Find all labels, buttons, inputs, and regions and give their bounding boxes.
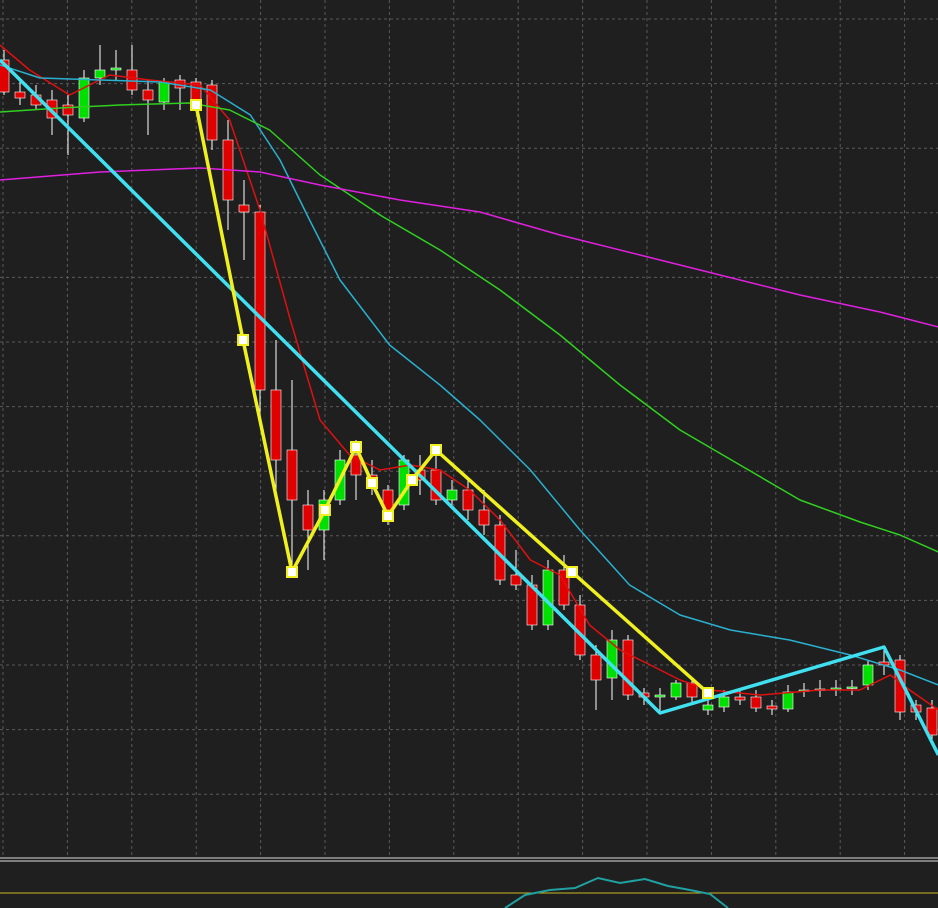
zigzag-point bbox=[190, 99, 202, 111]
zigzag-point bbox=[430, 444, 442, 456]
candle-body bbox=[686, 682, 698, 698]
candle-body bbox=[782, 691, 794, 710]
indicator-line bbox=[0, 64, 938, 686]
indicator-line bbox=[0, 58, 938, 756]
oscillator-line bbox=[504, 876, 729, 908]
candle-body bbox=[302, 504, 314, 531]
candle-body bbox=[846, 686, 858, 689]
candle-body bbox=[14, 91, 26, 99]
candle-body bbox=[670, 682, 682, 698]
zigzag-point bbox=[406, 474, 418, 486]
candle-body bbox=[558, 569, 570, 606]
zigzag-point bbox=[318, 504, 331, 516]
candle-body bbox=[590, 654, 602, 681]
candle-body bbox=[510, 574, 522, 586]
zigzag-point bbox=[566, 566, 578, 578]
candle-body bbox=[446, 489, 458, 501]
candle-body bbox=[78, 77, 90, 119]
indicator-line bbox=[0, 102, 938, 553]
candle-body bbox=[206, 84, 218, 141]
candle-body bbox=[654, 694, 666, 698]
candle-body bbox=[158, 81, 170, 103]
candle-body bbox=[62, 104, 74, 116]
candle-body bbox=[750, 696, 762, 709]
candle-body bbox=[110, 67, 122, 71]
zigzag-point bbox=[382, 510, 394, 522]
candle-body bbox=[286, 449, 298, 501]
candle-body bbox=[702, 704, 714, 711]
candle-body bbox=[478, 509, 490, 526]
candle-body bbox=[0, 59, 10, 93]
candle-body bbox=[94, 69, 106, 79]
candle-body bbox=[254, 211, 266, 391]
candle-body bbox=[126, 69, 138, 91]
candle-body bbox=[926, 707, 938, 736]
candle-body bbox=[766, 705, 778, 710]
candle-body bbox=[462, 489, 474, 511]
candle-body bbox=[622, 639, 634, 696]
zigzag-point bbox=[702, 687, 714, 699]
candle-body bbox=[862, 664, 874, 686]
candle-body bbox=[718, 696, 730, 708]
candle-body bbox=[350, 454, 362, 476]
indicator-line bbox=[0, 44, 938, 711]
grid bbox=[0, 0, 938, 856]
candle-body bbox=[238, 204, 250, 213]
zigzag-point bbox=[237, 334, 250, 346]
candle-body bbox=[734, 696, 746, 701]
candle-body bbox=[270, 389, 282, 461]
indicator-lines bbox=[0, 44, 938, 756]
indicator-line bbox=[0, 167, 938, 328]
zigzag-point bbox=[286, 566, 298, 578]
zigzag-point bbox=[366, 477, 378, 489]
zigzag-point bbox=[350, 441, 362, 453]
candle-body bbox=[142, 89, 154, 101]
